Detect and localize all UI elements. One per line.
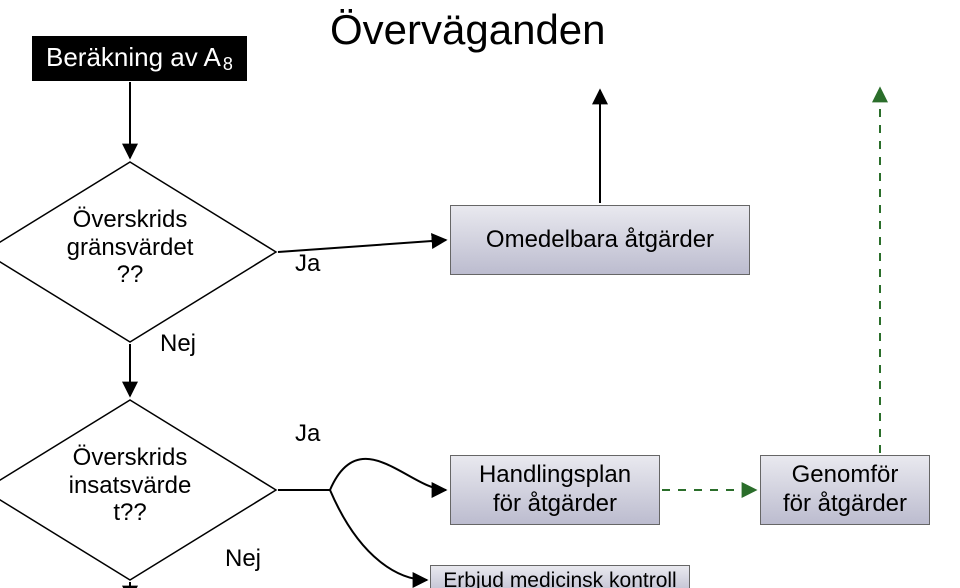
decision2-line3: t?? — [113, 499, 146, 526]
page-title: Överväganden — [330, 6, 606, 54]
header-box-sub: 8 — [223, 54, 233, 75]
edge-nej-2: Nej — [225, 545, 261, 573]
edge-nej-1: Nej — [160, 330, 196, 358]
header-box: Beräkning av A 8 — [32, 36, 247, 81]
box-immediate-actions: Omedelbara åtgärder — [450, 205, 750, 275]
box-plan-l1: Handlingsplan — [479, 461, 631, 488]
decision1-line3: ?? — [117, 261, 144, 288]
box-medical-check: Erbjud medicinsk kontroll — [430, 565, 690, 588]
edge-ja-2: Ja — [295, 420, 320, 448]
box-execute-actions: Genomför för åtgärder — [760, 455, 930, 525]
decision2-line1: Överskrids — [73, 444, 188, 471]
decision2-line2: insatsvärde — [69, 472, 192, 499]
flowchart-stage: Överväganden Beräkning av A 8 Överskrids… — [0, 0, 960, 588]
box-plan-l2: för åtgärder — [493, 490, 617, 517]
box-do-l1: Genomför — [792, 461, 899, 488]
decision-limit: Överskrids gränsvärdet ?? — [0, 160, 278, 344]
edge-ja-1: Ja — [295, 250, 320, 278]
decision1-line2: gränsvärdet — [67, 234, 194, 261]
decision1-line1: Överskrids — [73, 206, 188, 233]
header-box-text: Beräkning av A — [46, 42, 221, 73]
box-action-plan: Handlingsplan för åtgärder — [450, 455, 660, 525]
box-do-l2: för åtgärder — [783, 490, 907, 517]
